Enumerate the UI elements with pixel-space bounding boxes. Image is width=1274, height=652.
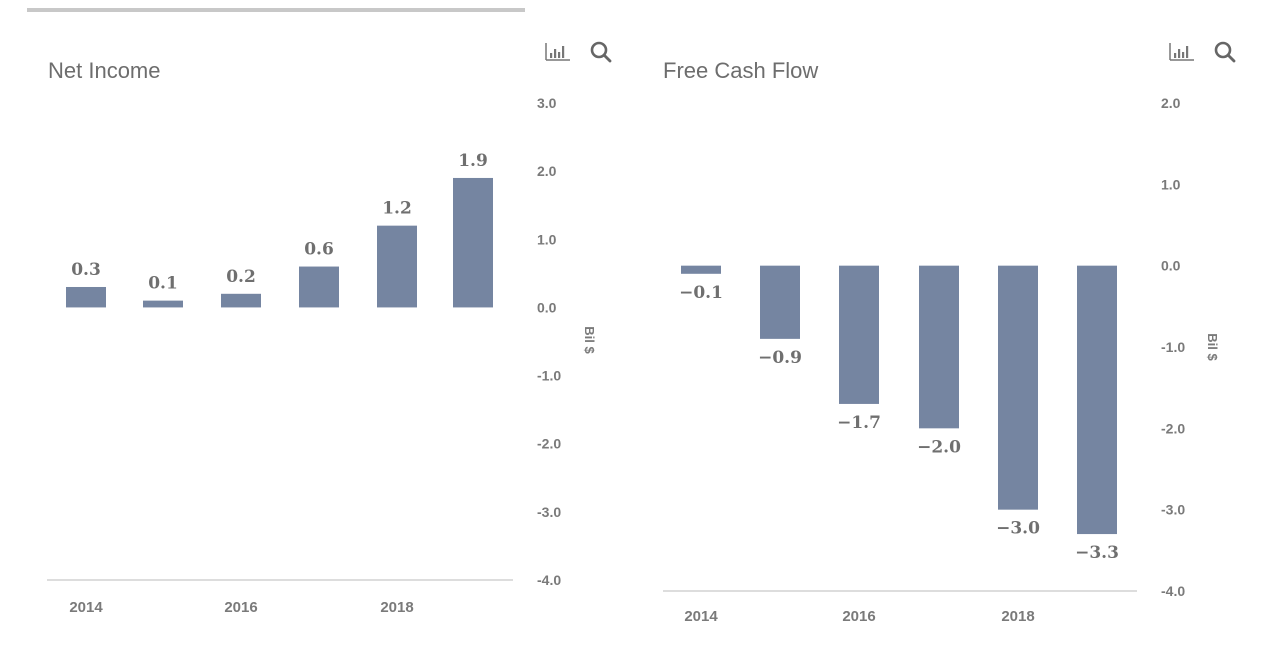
data-label-2014: −0.1 [679,283,723,303]
y-tick-label: 1.0 [1161,176,1181,192]
bar-2014[interactable] [66,286,106,308]
data-label-2018: 1.2 [382,199,412,219]
y-tick-label: 2.0 [537,163,557,179]
bar-2018[interactable] [377,225,417,308]
x-tick-label: 2014 [684,608,718,625]
bar-2016[interactable] [221,293,261,308]
data-label-2019: 1.9 [458,151,488,171]
data-label-2014: 0.3 [71,260,101,280]
chart-title: Net Income [48,58,161,83]
data-label-2017: 0.6 [304,240,334,260]
y-tick-label: -4.0 [1161,583,1185,599]
data-label-2019: −3.3 [1075,543,1119,563]
bar-2014[interactable] [681,265,721,274]
y-tick-label: -1.0 [1161,339,1185,355]
x-tick-label: 2018 [1001,608,1034,625]
y-tick-label: 3.0 [537,95,557,111]
x-tick-label: 2016 [842,608,875,625]
bar-2017[interactable] [299,266,339,308]
search-icon[interactable] [1213,40,1239,64]
y-axis-unit-label: Bil $ [582,326,597,354]
y-tick-label: -2.0 [1161,420,1185,436]
bar-2015[interactable] [760,265,800,339]
bar-2019[interactable] [1077,265,1117,535]
bar-2019[interactable] [453,177,493,308]
x-tick-label: 2016 [224,599,257,616]
y-tick-label: -2.0 [537,436,561,452]
bar-2016[interactable] [839,265,879,404]
y-tick-label: -3.0 [1161,502,1185,518]
net-income-chart: 3.0 2.0 1.0 0.0 -1.0 -2.0 -3.0 -4.0 Bil $ 0.3 0.1 0… [47,95,597,616]
bar-2018[interactable] [998,265,1038,510]
data-label-2018: −3.0 [996,519,1040,539]
x-tick-label: 2018 [380,599,413,616]
y-tick-label: -3.0 [537,504,561,520]
y-tick-label: 2.0 [1161,95,1181,111]
chart-title: Free Cash Flow [663,58,819,83]
bar-2015[interactable] [143,300,183,308]
data-label-2015: −0.9 [758,348,802,368]
y-axis-unit-label: Bil $ [1205,333,1220,361]
data-label-2017: −2.0 [917,437,961,457]
y-tick-label: -4.0 [537,572,561,588]
bar-chart-icon[interactable] [544,40,570,64]
y-tick-label: -1.0 [537,368,561,384]
data-label-2016: −1.7 [837,413,881,433]
y-tick-label: 0.0 [537,299,557,315]
free-cash-flow-chart: 2.0 1.0 0.0 -1.0 -2.0 -3.0 -4.0 Bil $ −0.1 −0.9 −1… [663,95,1220,625]
y-tick-label: 0.0 [1161,258,1181,274]
net-income-panel: Net Income 3.0 2.0 1.0 0.0 -1.0 -2.0 -3.0 -4.0 B… [47,40,615,616]
bar-chart-icon[interactable] [1168,40,1194,64]
search-icon[interactable] [589,40,615,64]
free-cash-flow-panel: Free Cash Flow 2.0 1.0 0.0 -1.0 -2.0 -3.0 -4.0… [637,0,1274,652]
data-label-2016: 0.2 [226,267,256,287]
data-label-2015: 0.1 [148,274,178,294]
x-tick-label: 2014 [69,599,103,616]
bar-2017[interactable] [919,265,959,429]
y-tick-label: 1.0 [537,231,557,247]
top-divider [27,8,525,12]
